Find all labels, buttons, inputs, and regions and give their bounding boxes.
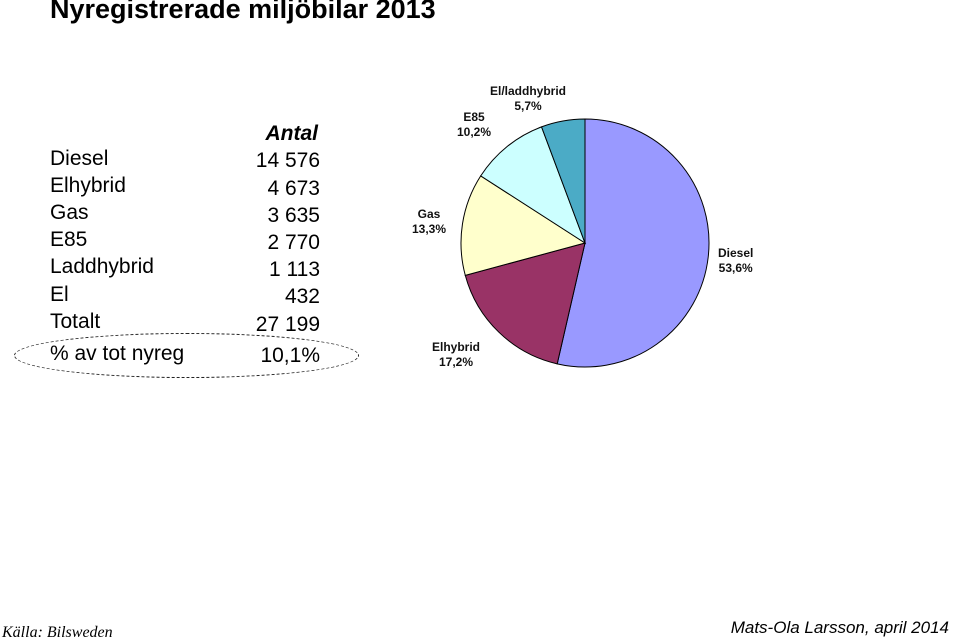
pie-label-laddhybrid: El/laddhybrid 5,7% <box>490 84 566 114</box>
row-value-el: 432 <box>284 285 320 308</box>
row-value-elhybrid: 4 673 <box>267 177 320 200</box>
column-header-antal: Antal <box>265 122 319 145</box>
pie-label-diesel: Diesel 53,6% <box>718 246 753 276</box>
row-label-el: El <box>50 283 69 306</box>
pie-label-diesel-pct: 53,6% <box>718 261 753 275</box>
pie-slice-e85 <box>480 126 586 245</box>
row-label-e85: E85 <box>50 228 88 251</box>
row-value-laddhybrid: 1 113 <box>269 258 320 281</box>
row-value-e85: 2 770 <box>267 231 320 254</box>
row-label-diesel: Diesel <box>50 147 109 170</box>
row-value-totalt: 27 199 <box>255 313 320 336</box>
pie-label-gas-pct: 13,3% <box>412 222 447 236</box>
pie-label-diesel-name: Diesel <box>718 246 754 260</box>
source-note: Källa: Bilsweden <box>2 624 113 641</box>
pie-slice-elhybrid <box>464 242 586 365</box>
row-label-laddhybrid: Laddhybrid <box>50 255 154 278</box>
pie-label-e85-name: E85 <box>463 110 485 124</box>
pie-slice-el-laddhybrid <box>540 118 586 244</box>
author-note: Mats-Ola Larsson, april 2014 <box>730 618 949 637</box>
pie-label-elhybrid-pct: 17,2% <box>438 355 474 369</box>
row-value-gas: 3 635 <box>267 204 320 227</box>
pie-slice-gas <box>460 175 587 276</box>
pie-label-laddhybrid-pct: 5,7% <box>514 99 542 113</box>
pie-slice-diesel <box>556 118 710 368</box>
pie-label-e85: E85 10,2% <box>457 110 491 140</box>
highlight-oval <box>14 333 359 378</box>
pie-label-elhybrid: Elhybrid 17,2% <box>432 340 480 370</box>
pie-label-gas-name: Gas <box>417 207 441 221</box>
pie-label-laddhybrid-name: El/laddhybrid <box>490 84 567 98</box>
pie-label-gas: Gas 13,3% <box>412 207 446 237</box>
chart-title: Nyregistrerade miljöbilar 2013 <box>50 0 436 24</box>
row-value-diesel: 14 576 <box>255 149 320 172</box>
row-label-elhybrid: Elhybrid <box>50 174 126 197</box>
row-label-gas: Gas <box>50 201 89 224</box>
pie-label-elhybrid-name: Elhybrid <box>432 340 481 354</box>
row-label-totalt: Totalt <box>50 310 101 333</box>
pie-label-e85-pct: 10,2% <box>457 125 492 139</box>
